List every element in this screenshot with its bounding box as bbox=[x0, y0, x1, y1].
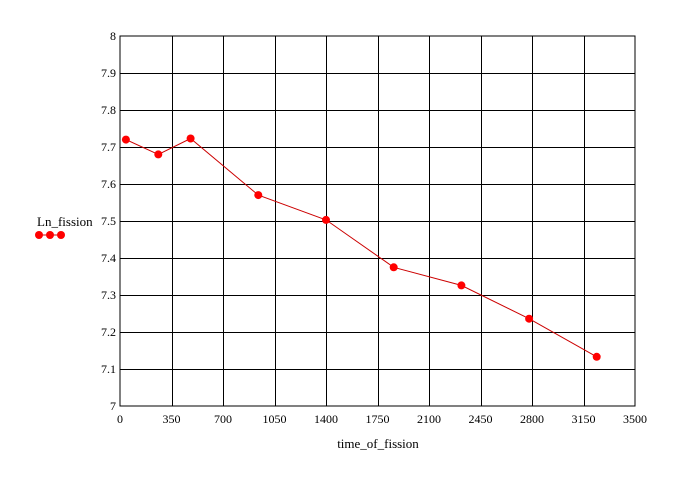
y-tick-label: 7.4 bbox=[101, 251, 116, 265]
data-point bbox=[322, 215, 330, 224]
y-axis-ticks: 7 7.1 7.2 7.3 7.4 7.5 7.6 7.7 7.8 7.9 8 bbox=[101, 29, 116, 413]
data-point bbox=[525, 314, 534, 323]
y-tick-label: 7 bbox=[110, 399, 116, 413]
x-tick-label: 2100 bbox=[417, 412, 441, 426]
x-tick-label: 1400 bbox=[314, 412, 338, 426]
data-point bbox=[186, 134, 195, 143]
x-axis-title: time_of_fission bbox=[337, 436, 419, 451]
y-tick-label: 7.3 bbox=[101, 288, 116, 302]
data-point bbox=[592, 352, 601, 361]
y-axis-title: Ln_fission bbox=[37, 214, 93, 229]
y-tick-label: 7.7 bbox=[101, 140, 116, 154]
data-point bbox=[457, 281, 466, 290]
grid bbox=[120, 36, 635, 406]
x-tick-label: 700 bbox=[214, 412, 232, 426]
data-point bbox=[121, 135, 130, 144]
data-point bbox=[254, 191, 263, 200]
x-tick-label: 3150 bbox=[572, 412, 596, 426]
series-line bbox=[125, 137, 597, 358]
legend-marker bbox=[35, 231, 43, 239]
series bbox=[121, 134, 601, 361]
y-tick-label: 7.8 bbox=[101, 103, 116, 117]
x-tick-label: 0 bbox=[117, 412, 123, 426]
x-tick-label: 1050 bbox=[263, 412, 287, 426]
y-tick-label: 8 bbox=[110, 29, 116, 43]
y-tick-label: 7.6 bbox=[101, 177, 116, 191]
y-tick-label: 7.1 bbox=[101, 362, 116, 376]
x-tick-label: 2800 bbox=[520, 412, 544, 426]
y-tick-label: 7.5 bbox=[101, 214, 116, 228]
x-tick-label: 3500 bbox=[623, 412, 647, 426]
plot-frame bbox=[119, 35, 636, 407]
x-axis-ticks: 0 350 700 1050 1400 1750 2100 2450 2800 3150 3500 bbox=[117, 412, 647, 426]
x-tick-label: 350 bbox=[163, 412, 181, 426]
y-tick-label: 7.2 bbox=[101, 325, 116, 339]
data-point bbox=[154, 150, 163, 159]
x-tick-label: 2450 bbox=[469, 412, 493, 426]
legend-marker bbox=[46, 231, 54, 239]
legend: Ln_fission bbox=[35, 214, 93, 239]
x-tick-label: 1750 bbox=[366, 412, 390, 426]
data-point bbox=[389, 263, 398, 272]
y-tick-label: 7.9 bbox=[101, 66, 116, 80]
legend-marker bbox=[57, 231, 65, 239]
